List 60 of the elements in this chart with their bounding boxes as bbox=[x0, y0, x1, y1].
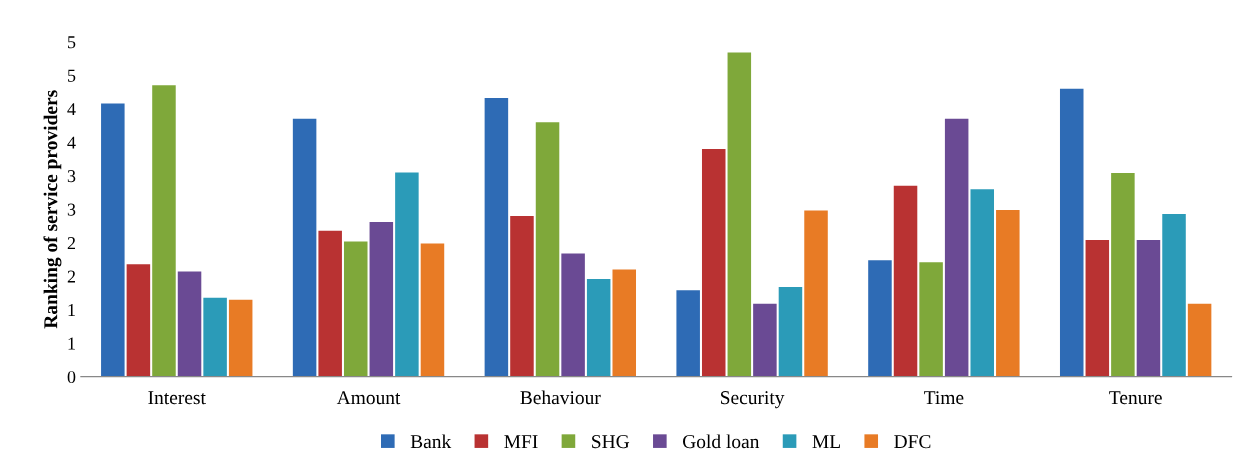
bar bbox=[152, 85, 176, 377]
bar bbox=[177, 271, 202, 377]
bar bbox=[919, 262, 943, 377]
bar bbox=[343, 241, 368, 377]
bar bbox=[318, 230, 342, 377]
bar bbox=[753, 303, 777, 377]
bar bbox=[778, 286, 803, 377]
bar bbox=[228, 299, 253, 377]
y-tick-label: 1 bbox=[68, 337, 75, 350]
bar bbox=[586, 278, 611, 377]
y-tick-label: 2 bbox=[67, 270, 75, 283]
x-tick-label: Security bbox=[721, 391, 785, 409]
bar bbox=[292, 118, 317, 377]
x-tick-label: Interest bbox=[148, 391, 206, 405]
bar bbox=[1187, 303, 1212, 377]
legend-label: SHG bbox=[592, 435, 630, 449]
bar bbox=[944, 118, 969, 377]
y-tick-label: 2 bbox=[67, 237, 75, 249]
bar bbox=[1111, 173, 1135, 377]
y-tick-label: 5 bbox=[68, 36, 76, 49]
y-tick-label: 5 bbox=[68, 69, 76, 82]
bar bbox=[420, 243, 445, 377]
bar bbox=[868, 260, 892, 377]
y-tick-label: 4 bbox=[67, 136, 76, 149]
legend-label: ML bbox=[812, 435, 840, 448]
x-tick-label: Behaviour bbox=[520, 390, 601, 405]
bar bbox=[804, 210, 828, 377]
bar bbox=[996, 209, 1020, 377]
y-tick-label: 1 bbox=[68, 304, 75, 316]
y-tick-label: 3 bbox=[67, 170, 76, 183]
bar bbox=[727, 52, 752, 377]
bar bbox=[484, 98, 509, 377]
bar bbox=[561, 253, 585, 377]
legend-label: Gold loan bbox=[682, 434, 760, 449]
legend-label: DFC bbox=[894, 435, 931, 449]
bar bbox=[203, 297, 227, 377]
bar bbox=[510, 215, 534, 377]
bar bbox=[1085, 240, 1110, 377]
y-tick-label: 4 bbox=[67, 103, 76, 116]
legend-label: MFI bbox=[504, 435, 538, 448]
x-tick-label: Amount bbox=[336, 391, 401, 405]
bar bbox=[395, 172, 419, 377]
bar bbox=[701, 148, 726, 377]
y-axis-title: Ranking of service providers bbox=[43, 90, 62, 329]
bar bbox=[126, 264, 151, 377]
bar bbox=[1162, 213, 1186, 377]
bar bbox=[612, 269, 637, 377]
x-tick-label: Time bbox=[924, 391, 964, 405]
bar bbox=[893, 185, 918, 377]
bar bbox=[1059, 88, 1084, 377]
bar bbox=[970, 189, 994, 377]
bar bbox=[1136, 240, 1161, 377]
y-tick-label: 0 bbox=[67, 370, 76, 384]
y-tick-label: 3 bbox=[67, 203, 76, 216]
bar bbox=[676, 290, 700, 377]
bar bbox=[101, 103, 125, 377]
x-tick-label: Tenure bbox=[1109, 391, 1162, 405]
legend-label: Bank bbox=[410, 434, 452, 449]
bar bbox=[369, 221, 394, 377]
bar bbox=[535, 122, 560, 377]
